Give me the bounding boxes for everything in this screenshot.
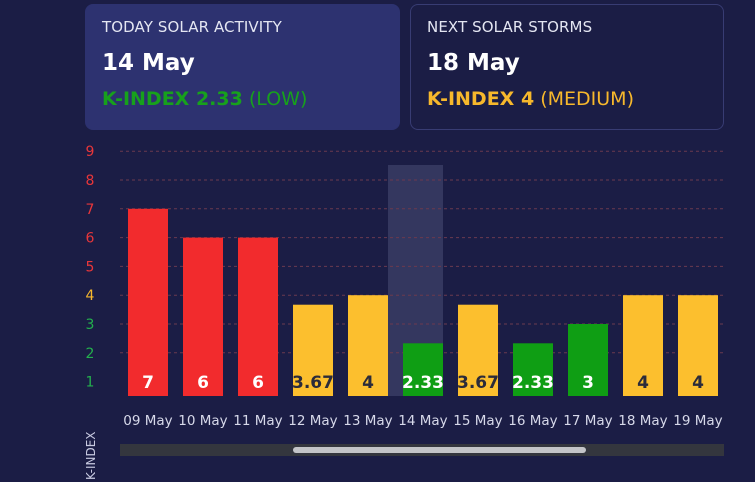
today-k-index-value: K-INDEX 2.33	[102, 88, 243, 110]
next-card-k-index: K-INDEX 4 (MEDIUM)	[427, 88, 707, 110]
bar-value-label: 6	[252, 373, 264, 393]
y-tick-label: 6	[86, 231, 95, 247]
y-tick-label: 7	[86, 202, 95, 218]
bar-value-label: 3.67	[457, 373, 499, 393]
bar	[293, 304, 333, 396]
bar-value-label: 3.67	[292, 373, 334, 393]
today-k-index-level: (LOW)	[248, 88, 308, 110]
x-tick-label: 10 May	[178, 413, 227, 429]
x-tick-label: 12 May	[288, 413, 337, 429]
x-tick-label: 18 May	[618, 413, 667, 429]
bar-value-label: 4	[362, 373, 374, 393]
bar	[568, 324, 608, 396]
chart-horizontal-scrollbar[interactable]	[120, 444, 724, 456]
y-tick-label: 3	[86, 317, 95, 333]
x-tick-label: 09 May	[123, 413, 172, 429]
y-tick-label: 1	[86, 375, 95, 391]
bar-value-label: 4	[692, 373, 704, 393]
y-tick-label: 9	[86, 144, 95, 160]
next-k-index-level: (MEDIUM)	[540, 88, 634, 110]
x-tick-label: 11 May	[233, 413, 282, 429]
y-tick-label: 2	[86, 346, 95, 362]
y-tick-label: 8	[86, 173, 95, 189]
today-card-label: TODAY SOLAR ACTIVITY	[102, 18, 282, 36]
scrollbar-thumb[interactable]	[293, 447, 586, 453]
bar	[623, 295, 663, 396]
bar-value-label: 6	[197, 373, 209, 393]
bar	[238, 237, 278, 396]
x-tick-label: 15 May	[453, 413, 502, 429]
y-tick-label: 5	[86, 259, 95, 275]
bar-value-label: 3	[582, 373, 594, 393]
bar	[348, 295, 388, 396]
bar	[678, 295, 718, 396]
x-tick-label: 14 May	[398, 413, 447, 429]
x-tick-label: 19 May	[673, 413, 722, 429]
bar	[183, 237, 223, 396]
next-solar-storms-card: NEXT SOLAR STORMS 18 May K-INDEX 4 (MEDI…	[410, 4, 724, 130]
bar-value-label: 2.33	[512, 373, 554, 393]
today-card-date: 14 May	[102, 50, 195, 76]
bar-value-label: 4	[637, 373, 649, 393]
x-tick-label: 13 May	[343, 413, 392, 429]
bar	[128, 208, 168, 396]
bar	[458, 304, 498, 396]
next-card-label: NEXT SOLAR STORMS	[427, 18, 593, 36]
bar	[513, 343, 553, 396]
y-axis-title: K-INDEX	[84, 432, 98, 481]
bar	[403, 343, 443, 396]
today-card-k-index: K-INDEX 2.33 (LOW)	[102, 88, 383, 110]
bar-value-label: 7	[142, 373, 154, 393]
bar-value-label: 2.33	[402, 373, 444, 393]
x-tick-label: 16 May	[508, 413, 557, 429]
y-tick-label: 4	[86, 288, 95, 304]
next-card-date: 18 May	[427, 50, 520, 76]
today-solar-activity-card: TODAY SOLAR ACTIVITY 14 May K-INDEX 2.33…	[85, 4, 400, 130]
next-k-index-value: K-INDEX 4	[427, 88, 535, 110]
x-tick-label: 17 May	[563, 413, 612, 429]
